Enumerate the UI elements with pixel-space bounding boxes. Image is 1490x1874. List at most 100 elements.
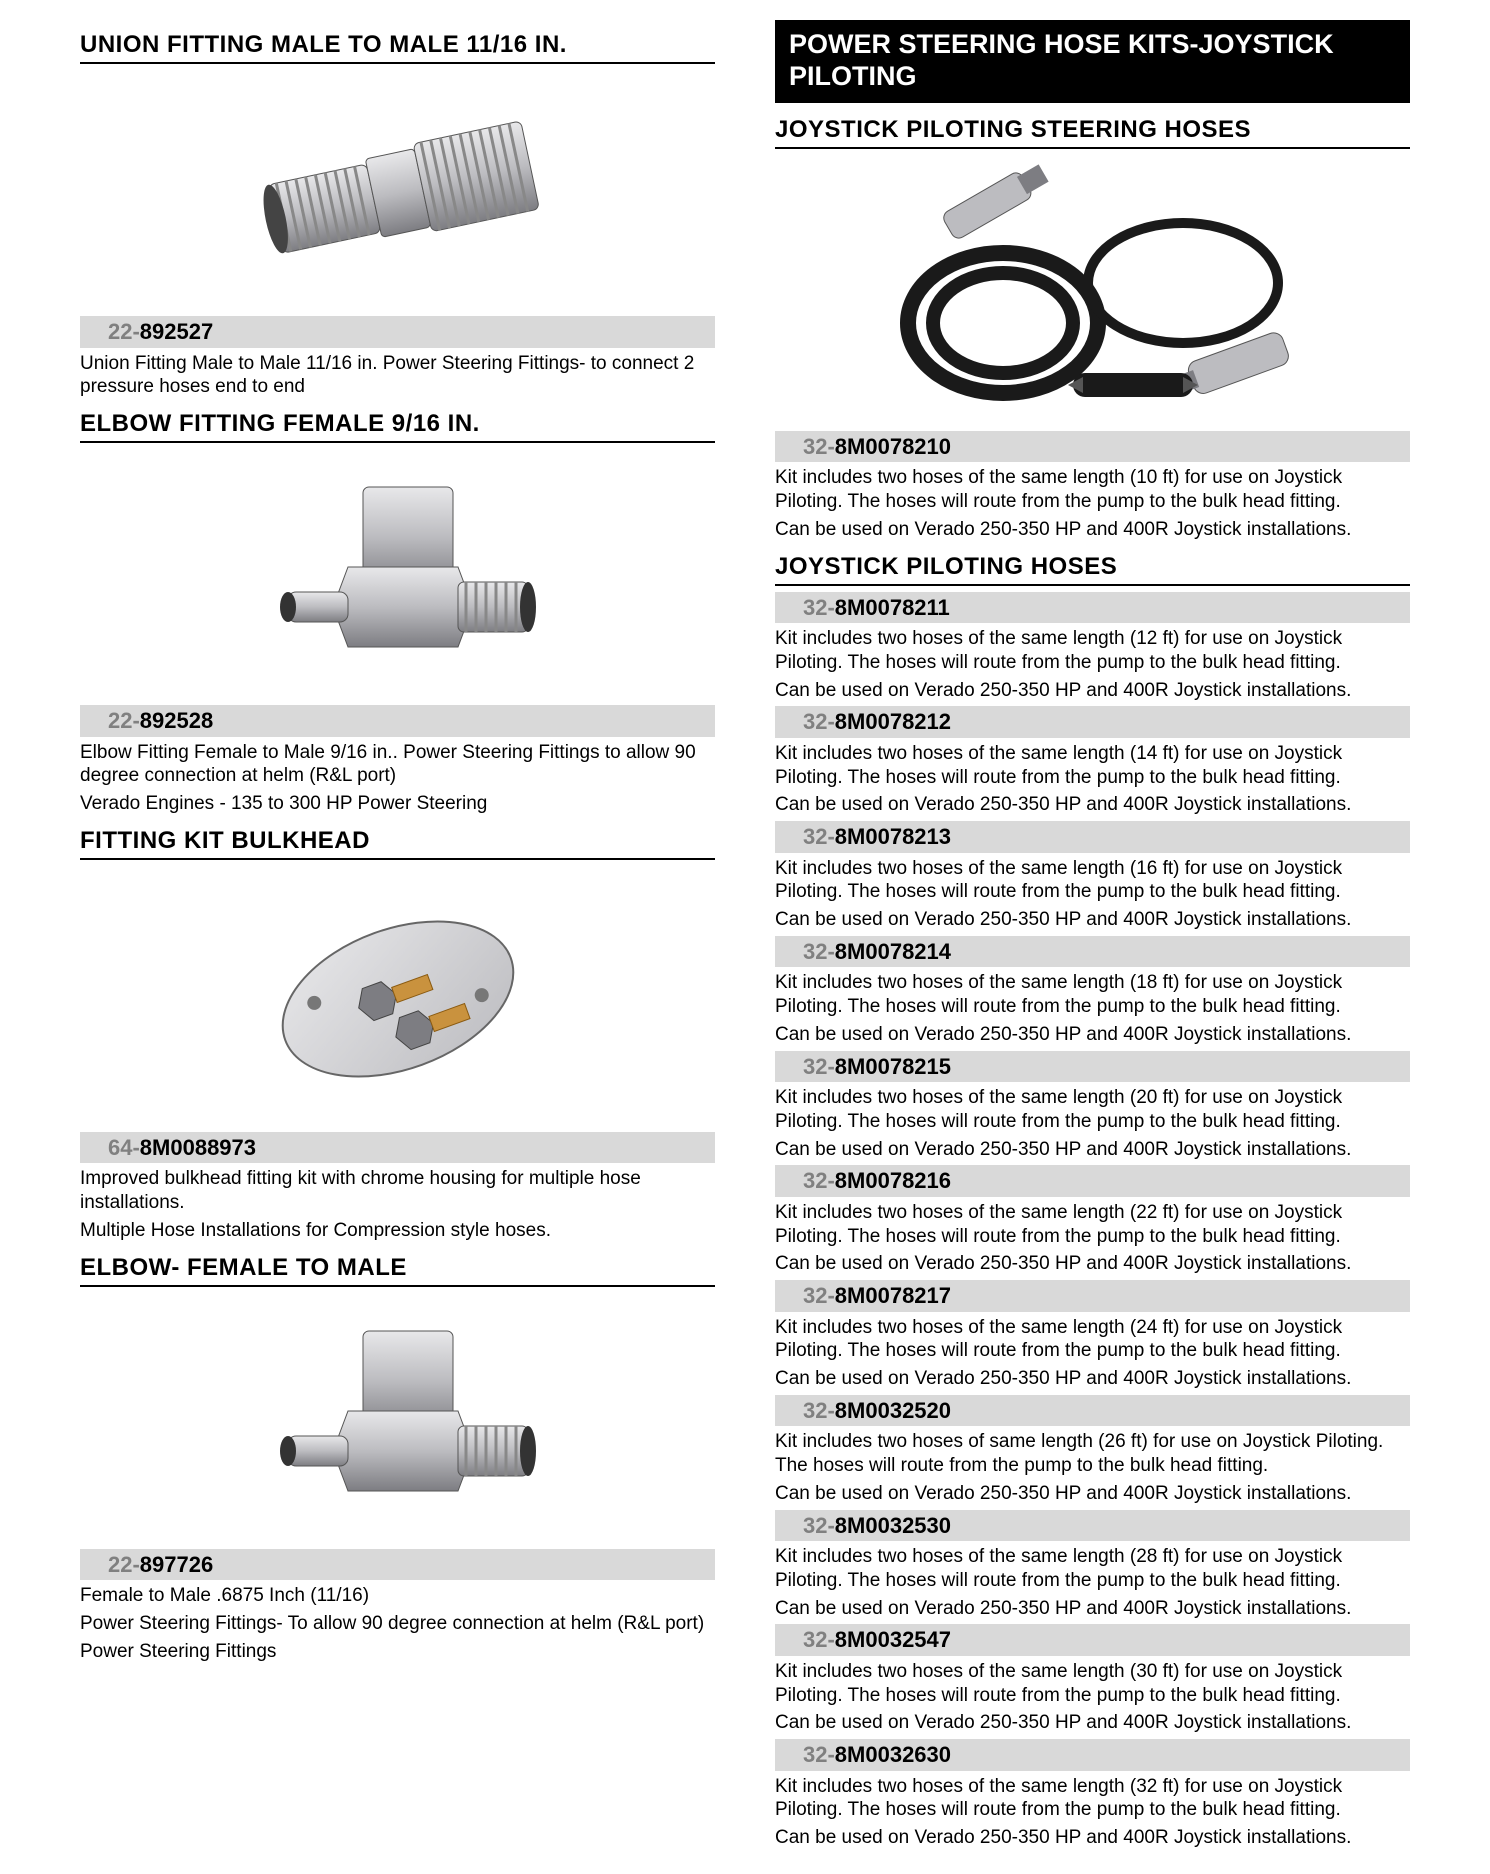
desc-line: Improved bulkhead fitting kit with chrom… — [80, 1167, 715, 1215]
product-description: Female to Male .6875 Inch (11/16) Power S… — [80, 1584, 715, 1663]
section-title: ELBOW- FEMALE TO MALE — [80, 1253, 715, 1287]
desc-line: Kit includes two hoses of the same lengt… — [775, 1660, 1410, 1708]
desc-line: Power Steering Fittings- To allow 90 deg… — [80, 1612, 715, 1636]
section-title: JOYSTICK PILOTING STEERING HOSES — [775, 115, 1410, 149]
desc-line: Kit includes two hoses of the same lengt… — [775, 857, 1410, 905]
product-description: Kit includes two hoses of the same lengt… — [775, 1086, 1410, 1161]
part-number-bar: 22-892527 — [80, 316, 715, 348]
product-description: Kit includes two hoses of the same lengt… — [775, 1545, 1410, 1620]
section-title: JOYSTICK PILOTING HOSES — [775, 552, 1410, 586]
product-description: Kit includes two hoses of the same lengt… — [775, 627, 1410, 702]
part-suffix: 8M0078211 — [835, 595, 950, 620]
part-prefix: 32- — [803, 1627, 835, 1652]
desc-line: Female to Male .6875 Inch (11/16) — [80, 1584, 715, 1608]
part-suffix: 897726 — [140, 1552, 213, 1577]
desc-line: Kit includes two hoses of the same lengt… — [775, 1316, 1410, 1364]
part-number-bar: 32-8M0032520 — [775, 1395, 1410, 1427]
part-suffix: 8M0032630 — [835, 1742, 951, 1767]
product-image — [80, 449, 715, 701]
product-image — [80, 1293, 715, 1545]
desc-line: Can be used on Verado 250-350 HP and 400… — [775, 1826, 1410, 1850]
part-number-bar: 22-892528 — [80, 705, 715, 737]
desc-line: Can be used on Verado 250-350 HP and 400… — [775, 518, 1410, 542]
part-prefix: 32- — [803, 434, 835, 459]
right-column: POWER STEERING HOSE KITS-JOYSTICK PILOTI… — [775, 20, 1410, 1854]
section-title: ELBOW FITTING FEMALE 9/16 IN. — [80, 409, 715, 443]
desc-line: Can be used on Verado 250-350 HP and 400… — [775, 1252, 1410, 1276]
desc-line: Kit includes two hoses of the same lengt… — [775, 1086, 1410, 1134]
part-suffix: 892527 — [140, 319, 213, 344]
part-suffix: 8M0078210 — [835, 434, 951, 459]
part-number-bar: 32-8M0078210 — [775, 431, 1410, 463]
part-number-bar: 32-8M0078213 — [775, 821, 1410, 853]
desc-line: Power Steering Fittings — [80, 1640, 715, 1664]
part-prefix: 32- — [803, 1168, 835, 1193]
product-description: Kit includes two hoses of the same lengt… — [775, 1775, 1410, 1850]
desc-line: Multiple Hose Installations for Compress… — [80, 1219, 715, 1243]
part-prefix: 32- — [803, 939, 835, 964]
part-number-bar: 32-8M0032630 — [775, 1739, 1410, 1771]
part-prefix: 32- — [803, 1283, 835, 1308]
product-description: Kit includes two hoses of the same lengt… — [775, 1316, 1410, 1391]
part-prefix: 64- — [108, 1135, 140, 1160]
part-suffix: 8M0078214 — [835, 939, 951, 964]
product-description: Kit includes two hoses of the same lengt… — [775, 466, 1410, 541]
part-suffix: 892528 — [140, 708, 213, 733]
product-image — [80, 70, 715, 312]
part-prefix: 32- — [803, 595, 835, 620]
product-description: Elbow Fitting Female to Male 9/16 in.. P… — [80, 741, 715, 816]
section-title: UNION FITTING MALE TO MALE 11/16 IN. — [80, 30, 715, 64]
part-prefix: 22- — [108, 319, 140, 344]
part-number-bar: 32-8M0078216 — [775, 1165, 1410, 1197]
part-number-bar: 32-8M0078214 — [775, 936, 1410, 968]
product-block: ELBOW- FEMALE TO MALE 22-897726 Female to… — [80, 1253, 715, 1664]
desc-line: Can be used on Verado 250-350 HP and 400… — [775, 1138, 1410, 1162]
part-suffix: 8M0088973 — [140, 1135, 256, 1160]
part-prefix: 32- — [803, 824, 835, 849]
desc-line: Can be used on Verado 250-350 HP and 400… — [775, 1597, 1410, 1621]
part-suffix: 8M0078217 — [835, 1283, 951, 1308]
section-title: FITTING KIT BULKHEAD — [80, 826, 715, 860]
desc-line: Can be used on Verado 250-350 HP and 400… — [775, 1711, 1410, 1735]
part-prefix: 22- — [108, 708, 140, 733]
part-number-bar: 32-8M0078215 — [775, 1051, 1410, 1083]
desc-line: Can be used on Verado 250-350 HP and 400… — [775, 793, 1410, 817]
product-image — [80, 866, 715, 1128]
product-description: Kit includes two hoses of the same lengt… — [775, 1201, 1410, 1276]
product-image — [775, 155, 1410, 427]
product-description: Kit includes two hoses of the same lengt… — [775, 857, 1410, 932]
desc-line: Kit includes two hoses of the same lengt… — [775, 627, 1410, 675]
part-number-bar: 32-8M0032547 — [775, 1624, 1410, 1656]
part-number-bar: 32-8M0078211 — [775, 592, 1410, 624]
product-description: Kit includes two hoses of same length (2… — [775, 1430, 1410, 1505]
part-prefix: 22- — [108, 1552, 140, 1577]
part-number-bar: 32-8M0078212 — [775, 706, 1410, 738]
product-description: Improved bulkhead fitting kit with chrom… — [80, 1167, 715, 1242]
part-number-bar: 32-8M0032530 — [775, 1510, 1410, 1542]
product-block: UNION FITTING MALE TO MALE 11/16 IN. 22-… — [80, 30, 715, 399]
desc-line: Can be used on Verado 250-350 HP and 400… — [775, 908, 1410, 932]
part-number-bar: 64-8M0088973 — [80, 1132, 715, 1164]
product-block: FITTING KIT BULKHEAD 64-8M0088973Improve… — [80, 826, 715, 1243]
part-suffix: 8M0078216 — [835, 1168, 951, 1193]
desc-line: Verado Engines - 135 to 300 HP Power Ste… — [80, 792, 715, 816]
desc-line: Can be used on Verado 250-350 HP and 400… — [775, 679, 1410, 703]
desc-line: Can be used on Verado 250-350 HP and 400… — [775, 1482, 1410, 1506]
product-description: Kit includes two hoses of the same lengt… — [775, 742, 1410, 817]
part-prefix: 32- — [803, 1398, 835, 1423]
desc-line: Kit includes two hoses of the same lengt… — [775, 466, 1410, 514]
desc-line: Kit includes two hoses of the same lengt… — [775, 1545, 1410, 1593]
part-suffix: 8M0078213 — [835, 824, 951, 849]
part-number-bar: 32-8M0078217 — [775, 1280, 1410, 1312]
desc-line: Elbow Fitting Female to Male 9/16 in.. P… — [80, 741, 715, 789]
desc-line: Kit includes two hoses of the same lengt… — [775, 1775, 1410, 1823]
banner-title: POWER STEERING HOSE KITS-JOYSTICK PILOTI… — [775, 20, 1410, 103]
part-prefix: 32- — [803, 1742, 835, 1767]
desc-line: Union Fitting Male to Male 11/16 in. Pow… — [80, 352, 715, 400]
desc-line: Kit includes two hoses of same length (2… — [775, 1430, 1410, 1478]
desc-line: Kit includes two hoses of the same lengt… — [775, 1201, 1410, 1249]
part-prefix: 32- — [803, 709, 835, 734]
product-description: Kit includes two hoses of the same lengt… — [775, 971, 1410, 1046]
part-suffix: 8M0078215 — [835, 1054, 951, 1079]
catalog-page: UNION FITTING MALE TO MALE 11/16 IN. 22-… — [80, 20, 1410, 1854]
